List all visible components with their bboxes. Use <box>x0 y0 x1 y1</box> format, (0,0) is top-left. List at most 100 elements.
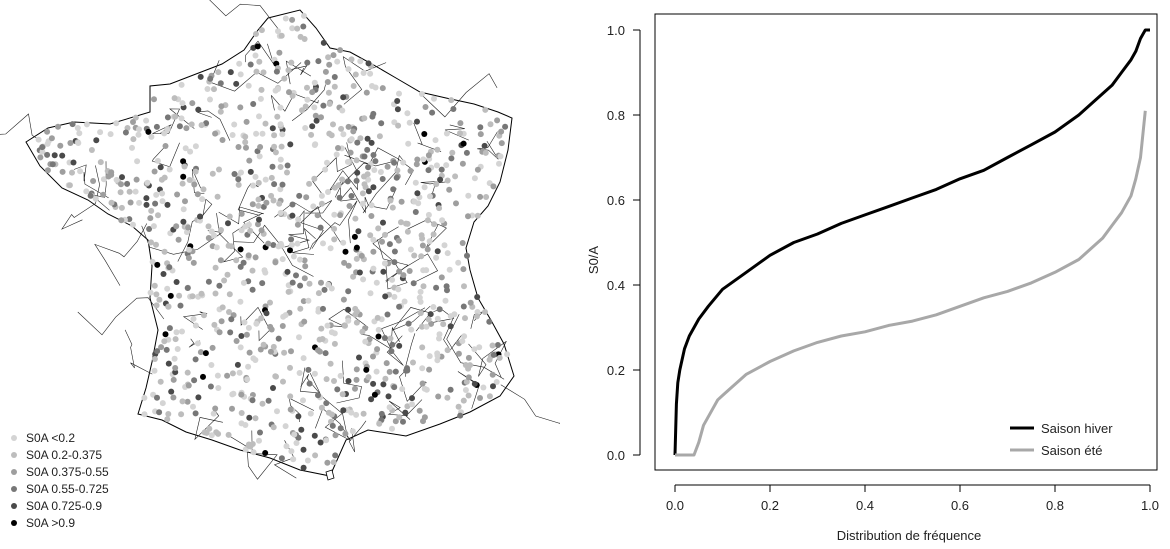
station-dot <box>349 428 356 435</box>
station-dot <box>318 279 324 286</box>
station-dot <box>300 446 307 453</box>
department-border <box>61 165 100 230</box>
station-dot <box>324 322 331 329</box>
station-dot <box>374 346 381 353</box>
station-dot <box>124 180 131 187</box>
station-dot <box>365 374 372 381</box>
station-dot <box>164 126 171 133</box>
station-dot <box>354 139 361 146</box>
station-dot <box>44 167 51 174</box>
station-dot <box>448 97 455 104</box>
station-dot <box>200 186 207 193</box>
chart-axes: 0.0 0.2 0.4 0.6 0.8 1.0 0.0 0.2 0.4 0.6 0.8 1.0 <box>607 23 1159 513</box>
station-dot <box>326 61 333 68</box>
station-dot <box>311 104 318 111</box>
x-axis-label: Distribution de fréquence <box>837 528 982 543</box>
station-dot <box>249 267 256 274</box>
station-dot <box>474 212 481 219</box>
station-dot <box>279 131 286 138</box>
station-dot <box>315 306 322 312</box>
station-dot <box>259 280 266 287</box>
station-dot <box>304 96 311 103</box>
x-tick-label: 0.0 <box>666 498 684 513</box>
station-dot <box>350 83 357 89</box>
station-dot <box>301 275 308 282</box>
station-dot <box>180 206 187 213</box>
station-dot <box>212 405 219 412</box>
station-dot <box>398 219 404 226</box>
station-dot <box>423 386 430 393</box>
station-dot <box>174 191 181 198</box>
station-dot <box>447 386 454 393</box>
station-dot <box>323 376 330 383</box>
station-dot <box>247 61 254 68</box>
station-dot <box>365 60 372 67</box>
station-dot <box>405 320 412 327</box>
station-dot <box>151 168 158 175</box>
station-dot <box>330 52 337 59</box>
station-dot <box>309 123 316 130</box>
station-dot <box>352 71 359 78</box>
department-border <box>299 367 321 394</box>
station-dot <box>480 384 487 391</box>
station-dot <box>348 136 355 143</box>
legend-marker <box>11 520 17 526</box>
station-dot <box>378 410 385 417</box>
station-dot <box>278 143 285 150</box>
department-border <box>468 341 507 378</box>
station-dot <box>253 31 259 37</box>
station-dot <box>287 141 294 148</box>
station-dot <box>339 107 346 114</box>
station-dot <box>218 318 225 325</box>
station-dot <box>340 131 347 138</box>
station-dot <box>258 86 265 93</box>
station-dot <box>361 173 367 180</box>
station-dot <box>97 129 104 136</box>
station-dot <box>409 401 415 408</box>
station-dot <box>198 122 205 129</box>
station-dot <box>219 304 226 311</box>
station-dot <box>184 285 191 291</box>
station-dot <box>296 192 303 199</box>
station-dot <box>353 244 360 251</box>
station-dot <box>224 271 231 278</box>
station-dot <box>108 199 115 206</box>
department-border <box>300 205 343 249</box>
station-dot <box>414 190 421 197</box>
station-dot <box>207 96 213 103</box>
station-dot <box>164 114 171 121</box>
station-dot <box>216 166 222 173</box>
station-dot <box>238 420 245 427</box>
station-dot <box>154 348 161 355</box>
station-dot <box>164 416 171 423</box>
station-dot <box>368 139 375 146</box>
station-dot <box>461 283 467 290</box>
station-dot <box>219 137 226 143</box>
station-dot <box>487 121 494 128</box>
station-dot <box>443 130 450 137</box>
station-dot <box>311 175 318 182</box>
station-dot <box>302 125 309 131</box>
station-dot <box>149 258 156 265</box>
station-dot <box>399 386 406 392</box>
station-dot <box>320 39 327 46</box>
station-dot <box>345 306 352 313</box>
station-dot <box>51 152 58 159</box>
station-dot <box>212 290 219 297</box>
station-dot <box>250 182 257 189</box>
station-dot <box>236 369 243 376</box>
map-legend: S0A <0.2 S0A 0.2-0.375 S0A 0.375-0.55 S0A 0… <box>11 431 109 530</box>
station-dot <box>214 372 221 379</box>
legend-label: S0A >0.9 <box>26 516 75 530</box>
station-dot <box>392 418 399 425</box>
station-dot <box>190 315 197 322</box>
station-dot <box>477 193 484 200</box>
station-dot <box>394 98 401 104</box>
station-dot <box>416 407 423 414</box>
station-dot <box>88 147 95 153</box>
station-dot <box>203 120 210 127</box>
station-dot <box>406 268 413 274</box>
station-dot <box>426 238 433 245</box>
station-dot <box>185 382 192 389</box>
legend-marker <box>11 435 17 441</box>
